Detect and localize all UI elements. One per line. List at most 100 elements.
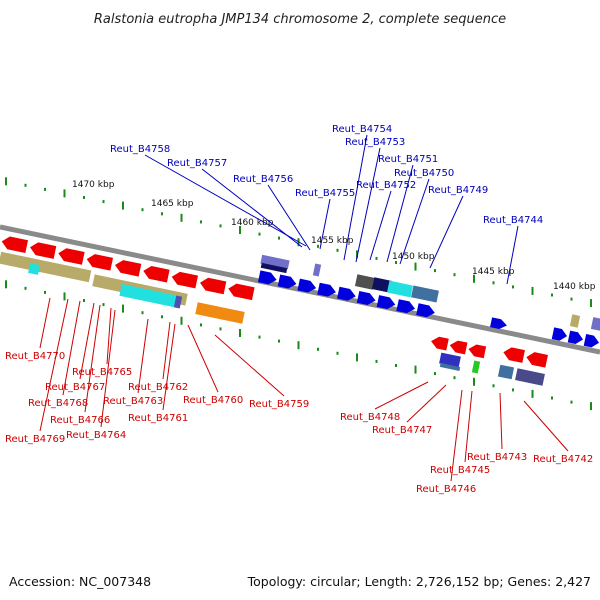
feature-band[interactable] bbox=[411, 285, 439, 303]
reverse-gene-arrow[interactable] bbox=[142, 265, 170, 283]
topology-summary: Topology: circular; Length: 2,726,152 bp… bbox=[247, 574, 591, 589]
reverse-gene-leader-line bbox=[100, 309, 116, 428]
reverse-gene-label[interactable]: Reut_B4766 bbox=[50, 415, 110, 426]
reverse-gene-label[interactable]: Reut_B4762 bbox=[128, 382, 188, 393]
forward-gene-label[interactable]: Reut_B4744 bbox=[483, 215, 543, 226]
outer-tick-mark bbox=[141, 208, 144, 212]
forward-gene-label[interactable]: Reut_B4758 bbox=[110, 144, 170, 155]
feature-band[interactable] bbox=[119, 284, 181, 308]
reverse-gene-label[interactable]: Reut_B4768 bbox=[28, 398, 88, 409]
inner-tick-mark bbox=[83, 299, 85, 302]
feature-band[interactable] bbox=[387, 280, 413, 298]
inner-tick-mark bbox=[356, 353, 358, 362]
feature-band[interactable] bbox=[354, 274, 376, 290]
reverse-gene-label[interactable]: Reut_B4743 bbox=[467, 452, 527, 463]
reverse-gene-arrow[interactable] bbox=[29, 241, 57, 259]
forward-gene-arrow[interactable] bbox=[297, 278, 317, 294]
feature-band[interactable] bbox=[471, 360, 481, 374]
reverse-gene-leader-line bbox=[39, 298, 69, 432]
forward-gene-label[interactable]: Reut_B4753 bbox=[345, 137, 405, 148]
reverse-gene-leader-line bbox=[84, 304, 101, 413]
forward-gene-arrow[interactable] bbox=[317, 282, 337, 298]
forward-gene-arrow[interactable] bbox=[277, 274, 298, 290]
reverse-gene-label[interactable]: Reut_B4761 bbox=[128, 413, 188, 424]
reverse-gene-arrow[interactable] bbox=[467, 343, 487, 359]
reverse-gene-label[interactable]: Reut_B4759 bbox=[249, 399, 309, 410]
forward-gene-arrow[interactable] bbox=[376, 295, 397, 310]
forward-gene-arrow[interactable] bbox=[257, 270, 278, 285]
forward-gene-arrow[interactable] bbox=[551, 327, 569, 342]
outer-tick-mark bbox=[161, 212, 163, 216]
reverse-gene-label[interactable]: Reut_B4760 bbox=[183, 395, 243, 406]
reverse-gene-arrow[interactable] bbox=[0, 235, 29, 253]
feature-band[interactable] bbox=[515, 368, 545, 386]
inner-tick-mark bbox=[63, 292, 66, 301]
forward-gene-label[interactable]: Reut_B4752 bbox=[356, 180, 416, 191]
reverse-gene-label[interactable]: Reut_B4765 bbox=[72, 367, 132, 378]
inner-tick-mark bbox=[102, 303, 105, 307]
forward-gene-label[interactable]: Reut_B4756 bbox=[233, 174, 293, 185]
reverse-gene-label[interactable]: Reut_B4763 bbox=[103, 396, 163, 407]
reverse-gene-label[interactable]: Reut_B4747 bbox=[372, 425, 432, 436]
feature-band[interactable] bbox=[590, 317, 600, 331]
forward-gene-label[interactable]: Reut_B4751 bbox=[378, 154, 438, 165]
reverse-gene-label[interactable]: Reut_B4746 bbox=[416, 484, 476, 495]
forward-gene-leader-line bbox=[399, 178, 430, 265]
reverse-gene-label[interactable]: Reut_B4742 bbox=[533, 454, 593, 465]
feature-band[interactable] bbox=[195, 302, 245, 324]
forward-gene-arrow[interactable] bbox=[567, 330, 585, 346]
reverse-gene-label[interactable]: Reut_B4748 bbox=[340, 412, 400, 423]
inner-tick-mark bbox=[453, 376, 456, 380]
inner-tick-mark bbox=[297, 341, 300, 350]
inner-tick-mark bbox=[512, 388, 514, 392]
reverse-gene-label[interactable]: Reut_B4767 bbox=[45, 382, 105, 393]
feature-band[interactable] bbox=[173, 295, 183, 309]
inner-tick-mark bbox=[219, 327, 222, 331]
outer-tick-mark bbox=[278, 236, 280, 240]
reverse-gene-arrow[interactable] bbox=[199, 276, 227, 295]
reverse-gene-arrow[interactable] bbox=[227, 282, 255, 301]
feature-band[interactable] bbox=[497, 364, 515, 380]
feature-band[interactable] bbox=[0, 251, 92, 283]
reverse-gene-label[interactable]: Reut_B4745 bbox=[430, 465, 490, 476]
feature-band[interactable] bbox=[312, 263, 322, 277]
feature-band[interactable] bbox=[28, 263, 40, 275]
inner-tick-mark bbox=[239, 329, 241, 337]
forward-gene-arrow[interactable] bbox=[356, 291, 377, 306]
inner-tick-mark bbox=[336, 351, 339, 355]
reverse-gene-arrow[interactable] bbox=[85, 253, 114, 271]
reverse-gene-arrow[interactable] bbox=[449, 339, 468, 355]
forward-gene-arrow[interactable] bbox=[416, 303, 436, 318]
feature-band[interactable] bbox=[260, 254, 290, 270]
reverse-gene-arrow[interactable] bbox=[525, 351, 548, 368]
reverse-gene-label[interactable]: Reut_B4769 bbox=[5, 434, 65, 445]
forward-gene-label[interactable]: Reut_B4754 bbox=[332, 124, 392, 135]
reverse-gene-leader-line bbox=[374, 381, 429, 410]
reverse-gene-arrow[interactable] bbox=[170, 270, 199, 289]
outer-tick-mark bbox=[317, 244, 319, 248]
feature-band[interactable] bbox=[260, 262, 288, 274]
feature-band[interactable] bbox=[439, 363, 461, 371]
forward-gene-arrow[interactable] bbox=[337, 286, 357, 302]
feature-band[interactable] bbox=[569, 314, 581, 328]
forward-gene-arrow[interactable] bbox=[583, 333, 600, 349]
forward-gene-arrow[interactable] bbox=[490, 317, 508, 330]
forward-gene-leader-line bbox=[343, 134, 368, 261]
reverse-gene-arrow[interactable] bbox=[57, 247, 85, 265]
forward-gene-label[interactable]: Reut_B4749 bbox=[428, 185, 488, 196]
feature-band[interactable] bbox=[371, 277, 393, 293]
forward-gene-label[interactable]: Reut_B4750 bbox=[394, 168, 454, 179]
reverse-gene-arrow[interactable] bbox=[430, 335, 449, 351]
outer-tick-mark bbox=[531, 286, 534, 295]
reverse-gene-arrow[interactable] bbox=[502, 346, 525, 363]
gene-labels: Reut_B4758 Reut_B4757 Reut_B4756Reut_B4755… bbox=[5, 124, 593, 495]
reverse-gene-label[interactable]: Reut_B4764 bbox=[66, 430, 126, 441]
reverse-gene-leader-line bbox=[137, 318, 149, 394]
forward-gene-arrow[interactable] bbox=[396, 299, 416, 314]
forward-gene-label[interactable]: Reut_B4757 bbox=[167, 158, 227, 169]
forward-gene-label[interactable]: Reut_B4755 bbox=[295, 188, 355, 199]
reverse-gene-label[interactable]: Reut_B4770 bbox=[5, 351, 65, 362]
reverse-gene-leader-line bbox=[523, 400, 569, 452]
feature-band[interactable] bbox=[439, 352, 461, 368]
reverse-gene-arrow[interactable] bbox=[114, 259, 142, 277]
